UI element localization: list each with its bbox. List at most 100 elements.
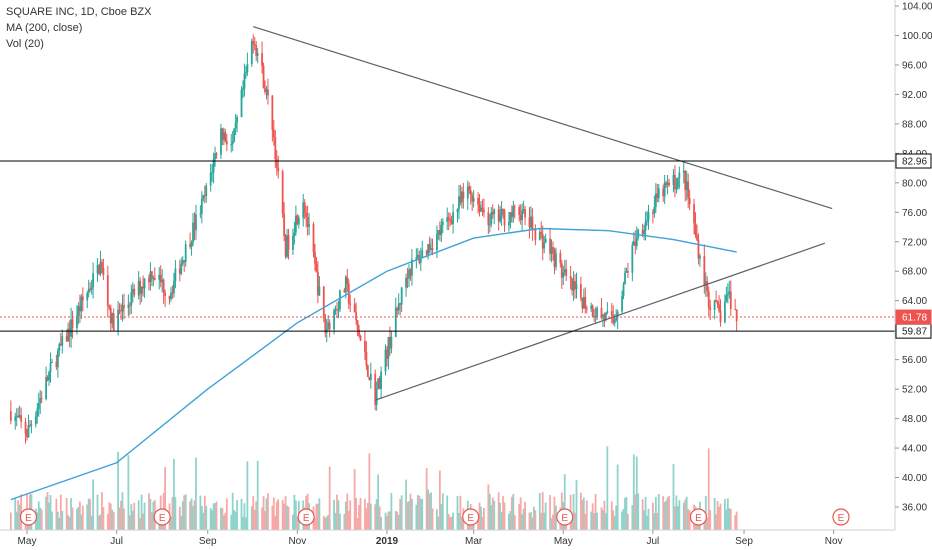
candle [540, 221, 543, 239]
candle [616, 309, 619, 330]
candle [334, 305, 337, 315]
volume-bar [127, 455, 130, 530]
volume-bar [71, 507, 74, 530]
candle [317, 260, 319, 304]
price-tag-label: 82.96 [902, 157, 927, 168]
candle [236, 114, 239, 133]
candle [555, 247, 557, 271]
volume-bar [180, 516, 183, 530]
volume-bar [45, 496, 48, 530]
candle [606, 302, 609, 315]
candle [384, 344, 387, 376]
candle [20, 407, 23, 429]
price-axis-panel[interactable] [895, 0, 932, 530]
volume-bar [233, 509, 236, 530]
candle [447, 212, 450, 231]
candle [581, 297, 584, 314]
price-tick-label: 96.00 [902, 60, 927, 71]
earnings-marker[interactable]: E [297, 508, 315, 526]
volume-bar [662, 496, 665, 530]
candle [90, 279, 93, 295]
candle [697, 233, 700, 265]
legend-ma[interactable]: MA (200, close) [6, 22, 83, 34]
volume-bar [36, 511, 39, 530]
candle [624, 267, 626, 285]
volume-bar [336, 494, 338, 530]
candle [491, 204, 494, 219]
candle [128, 302, 131, 315]
volume-bar [610, 501, 613, 530]
candle [356, 319, 359, 337]
trendline-lower[interactable] [375, 242, 826, 401]
candle [707, 286, 710, 316]
candle [346, 268, 349, 293]
candle [466, 180, 469, 211]
price-tag: 59.87 [895, 323, 932, 339]
earnings-marker[interactable]: E [556, 508, 574, 526]
candle [339, 289, 341, 313]
volume-bar [672, 463, 675, 530]
volume-bar [615, 505, 618, 530]
legend-volume[interactable]: Vol (20) [6, 38, 44, 50]
volume-bar [121, 492, 124, 530]
volume-bar [621, 511, 623, 530]
volume-bar [384, 512, 387, 530]
candle [86, 291, 89, 309]
volume-bar [729, 509, 732, 530]
time-tick-label: May [18, 536, 37, 547]
earnings-marker[interactable]: E [462, 508, 480, 526]
legend-symbol[interactable]: SQUARE INC, 1D, Cboe BZX [6, 6, 152, 18]
volume-bar [719, 503, 722, 530]
price-tag-label: 59.87 [902, 327, 927, 338]
time-axis-panel[interactable] [0, 530, 895, 550]
price-tick-label: 104.00 [902, 2, 932, 13]
price-tags: 82.96 59.87 61.78 [895, 153, 932, 339]
volume-bar [140, 494, 143, 530]
earnings-marker[interactable]: E [153, 508, 171, 526]
volume-bar [534, 510, 537, 530]
volume-bar [243, 503, 246, 530]
volume-bar [366, 502, 369, 530]
trendlines[interactable] [253, 26, 833, 401]
candle [374, 369, 377, 411]
candle [133, 284, 136, 298]
earnings-marker[interactable]: E [832, 508, 850, 526]
time-tick-label: Sep [199, 536, 217, 547]
candle [421, 240, 424, 259]
volume-bar [139, 517, 142, 530]
candle [293, 221, 296, 245]
candle [647, 204, 650, 230]
candle [277, 155, 280, 179]
volume-bar [390, 492, 393, 530]
earnings-marker[interactable]: E [19, 508, 38, 526]
price-tick-label: 44.00 [902, 444, 927, 455]
price-tick-label: 64.00 [902, 296, 927, 307]
candle [411, 249, 413, 286]
candle [195, 204, 197, 240]
volume-bar [513, 515, 516, 530]
price-tick-label: 92.00 [902, 90, 927, 101]
volume-bar [86, 504, 89, 530]
price-tick-label: 56.00 [902, 355, 927, 366]
volume-bar [101, 492, 103, 530]
volume-bar [123, 508, 125, 530]
candle [240, 86, 243, 118]
volume-bar [600, 507, 603, 530]
volume-bar [674, 506, 676, 530]
candle [58, 342, 61, 357]
horizontal-levels[interactable] [0, 160, 895, 332]
candle [184, 240, 187, 267]
trendline-upper[interactable] [253, 26, 833, 210]
volume-bar [624, 498, 626, 530]
candle [728, 280, 731, 299]
candle [512, 200, 515, 223]
volume-bar [192, 506, 194, 530]
candle [549, 227, 551, 261]
volume-bar [143, 502, 146, 530]
volume-bar [436, 509, 438, 530]
candle [39, 390, 42, 415]
volume-bar [65, 497, 68, 530]
earnings-marker[interactable]: E [689, 508, 708, 526]
